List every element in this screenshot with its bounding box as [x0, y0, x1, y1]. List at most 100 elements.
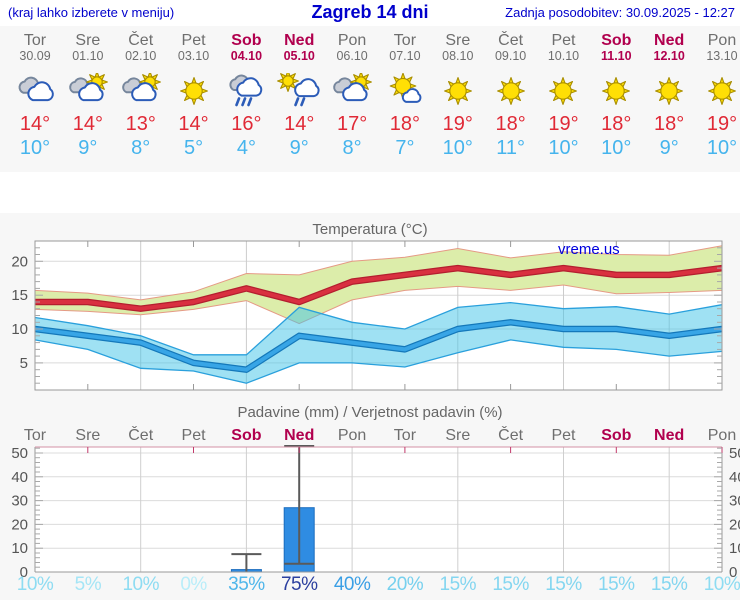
- axis-day-label: Pet: [551, 427, 576, 444]
- sunny-icon: [496, 77, 525, 105]
- weather-icon-slot: [167, 72, 220, 110]
- day-name: Pet: [181, 32, 206, 49]
- weather-icon-slot: [273, 72, 326, 110]
- high-temperature: 13°: [125, 113, 156, 135]
- svg-text:40: 40: [11, 469, 28, 486]
- page-title: Zagreb 14 dni: [311, 2, 429, 22]
- day-date: 13.10: [706, 49, 738, 63]
- last-update: Zadnja posodobitev: 30.09.2025 - 12:27: [505, 5, 735, 20]
- sunny-icon: [655, 77, 684, 105]
- day-name: Sre: [75, 32, 101, 49]
- weather-icon-slot: [326, 72, 379, 110]
- forecast-day-column: Pet 10.10 19° 10°: [537, 32, 590, 160]
- forecast-day-column: Pon 06.10 17° 8°: [326, 32, 379, 160]
- svg-text:20: 20: [729, 516, 740, 533]
- svg-text:0: 0: [20, 564, 28, 580]
- weather-icon-slot: [431, 72, 484, 110]
- low-temperature: 10°: [19, 137, 51, 159]
- low-temperature: 10°: [601, 137, 632, 159]
- high-temperature: 18°: [601, 113, 632, 135]
- temperature-chart: 5 10 15 20: [11, 240, 723, 391]
- day-name: Sob: [601, 32, 632, 49]
- precipitation-day-axis: Tor Sre Čet Pet Sob Ned Pon Tor Sre Čet Pet Sob Ned P…: [9, 427, 740, 445]
- precip-probability: 15%: [598, 574, 635, 595]
- svg-text:0: 0: [729, 564, 737, 580]
- weather-icon-slot: [537, 72, 590, 110]
- high-temperature: 19°: [442, 113, 473, 135]
- mostly-sunny-icon: [389, 73, 422, 103]
- precipitation-chart-title: Padavine (mm) / Verjetnost padavin (%): [237, 404, 503, 421]
- day-name: Čet: [128, 32, 154, 49]
- sunny-icon: [602, 77, 631, 105]
- day-date: 30.09: [19, 49, 51, 63]
- precip-probability: 10%: [122, 574, 159, 595]
- svg-text:20: 20: [11, 516, 28, 533]
- precip-probability: 20%: [386, 574, 424, 595]
- weather-icon-slot: [114, 72, 167, 110]
- day-name: Pet: [551, 32, 576, 49]
- high-temperature: 14°: [19, 113, 51, 135]
- high-temperature: 18°: [495, 113, 526, 135]
- low-temperature: 5°: [183, 137, 204, 159]
- day-date: 05.10: [283, 49, 315, 63]
- low-temperature: 11°: [496, 137, 525, 159]
- low-temperature: 10°: [442, 137, 473, 159]
- high-temperature: 19°: [706, 113, 738, 135]
- weather-icon-slot: [643, 72, 696, 110]
- axis-day-label: Ned: [284, 427, 315, 444]
- weather-icon-slot: [590, 72, 643, 110]
- forecast-day-column: Ned 05.10 14° 9°: [273, 32, 326, 160]
- sun-cloud-icon: [333, 73, 373, 102]
- high-temperature: 17°: [336, 113, 368, 135]
- sunny-icon: [179, 77, 208, 105]
- sunny-icon: [708, 77, 736, 105]
- day-date: 08.10: [442, 49, 474, 63]
- forecast-day-column: Tor 07.10 18° 7°: [379, 32, 432, 160]
- low-temperature: 4°: [236, 137, 256, 159]
- weather-icon-slot: [9, 72, 62, 110]
- low-temperature: 8°: [131, 137, 151, 159]
- day-name: Tor: [23, 32, 47, 49]
- svg-text:40: 40: [729, 469, 740, 486]
- sun-rain-icon: [277, 73, 320, 107]
- forecast-day-column: Čet 02.10 13° 8°: [114, 32, 167, 160]
- low-temperature: 10°: [548, 137, 579, 159]
- cloudy-icon: [18, 76, 54, 102]
- weather-icon-slot: [220, 72, 273, 110]
- high-temperature: 18°: [389, 113, 421, 135]
- precip-probability: 40%: [333, 574, 371, 595]
- precip-probability: 10%: [16, 574, 54, 595]
- precip-probability: 15%: [439, 574, 477, 595]
- forecast-day-column: Pon 13.10 19° 10°: [696, 32, 740, 160]
- svg-text:5: 5: [20, 355, 28, 372]
- axis-day-label: Sre: [75, 427, 101, 444]
- low-temperature: 9°: [659, 137, 679, 159]
- high-temperature: 14°: [178, 113, 209, 135]
- low-temperature: 10°: [706, 137, 738, 159]
- axis-day-label: Čet: [128, 427, 154, 444]
- forecast-day-column: Čet 09.10 18° 11°: [484, 32, 537, 160]
- axis-day-label: Sob: [231, 427, 262, 444]
- sunny-icon: [549, 77, 578, 105]
- day-date: 01.10: [72, 49, 104, 63]
- precip-probability: 35%: [228, 574, 265, 595]
- day-name: Pon: [707, 32, 737, 49]
- high-temperature: 14°: [72, 113, 103, 135]
- axis-day-label: Ned: [654, 427, 685, 444]
- forecast-day-column: Ned 12.10 18° 9°: [643, 32, 696, 160]
- vreme-watermark-link[interactable]: vreme.us: [558, 241, 620, 258]
- low-temperature: 9°: [289, 137, 309, 159]
- precipitation-chart: 0 0 10 10 20 20 30 30 40 40 50 50: [11, 445, 740, 580]
- precip-probability: 15%: [492, 574, 529, 595]
- day-date: 03.10: [177, 49, 210, 63]
- forecast-day-column: Pet 03.10 14° 5°: [167, 32, 220, 160]
- high-temperature: 16°: [231, 113, 262, 135]
- svg-text:10: 10: [729, 540, 740, 557]
- weather-icon-slot: [61, 72, 114, 110]
- temperature-chart-title: Temperatura (°C): [312, 221, 428, 238]
- low-temperature: 9°: [78, 137, 98, 159]
- weather-icon-slot: [484, 72, 537, 110]
- precip-probability: 75%: [280, 574, 318, 595]
- axis-day-label: Sre: [445, 427, 471, 444]
